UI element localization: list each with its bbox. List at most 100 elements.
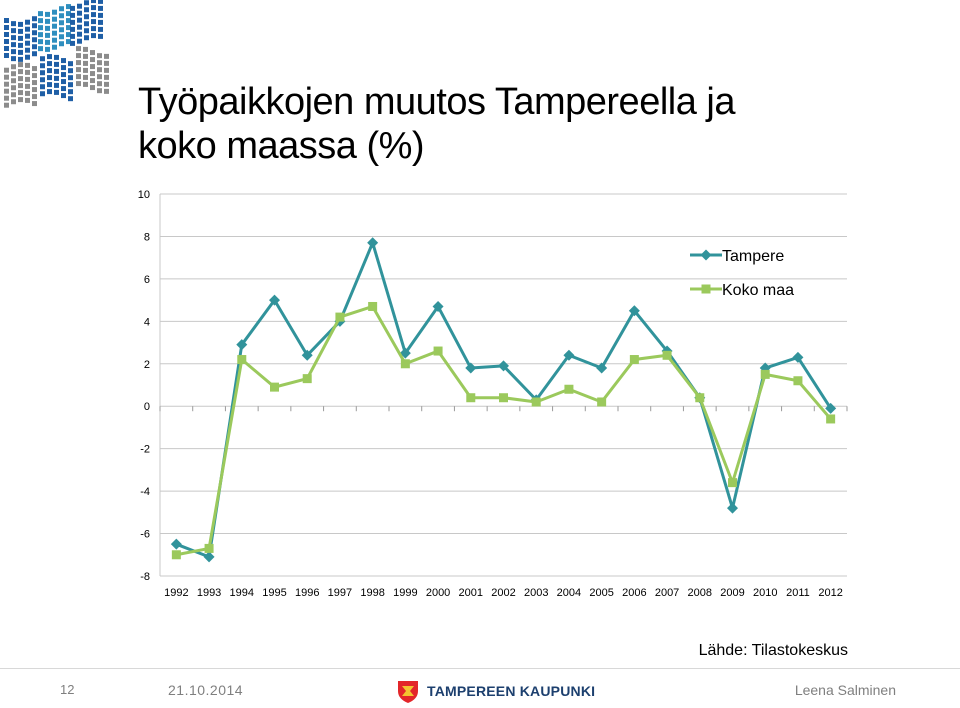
logo-tile [25,90,30,96]
logo-tile [40,70,45,76]
data-point-koko-maa [826,414,836,424]
logo-tile [68,68,73,74]
logo-tile [32,101,37,107]
logo-tile [32,94,37,100]
logo-tile [104,60,109,66]
logo-tile [66,39,71,45]
logo-tile [77,17,82,23]
logo-tile [32,23,37,29]
logo-tile [70,33,75,39]
x-tick-label: 1992 [164,587,188,599]
logo-tile [84,21,89,27]
chart-series [170,237,837,563]
x-tick-label: 2007 [655,587,679,599]
logo-tile [59,41,64,47]
logo-tile [25,26,30,32]
logo-tile [77,3,82,9]
y-tick-label: 0 [144,401,150,413]
logo-tile [54,68,59,74]
data-point-tampere [792,351,804,363]
logo-tile [11,92,16,98]
data-point-tampere [727,502,738,514]
logo-tile [18,35,23,41]
data-point-koko-maa [302,374,312,384]
logo-tile [11,21,16,27]
logo-tile [52,44,57,50]
logo-tile [11,99,16,105]
logo-tile [98,5,103,11]
logo-tile [25,76,30,82]
logo-tile [68,75,73,81]
data-point-koko-maa [662,350,672,360]
data-point-koko-maa [270,382,279,392]
logo-tile [25,83,30,89]
logo-tile [25,54,30,60]
logo-tile [90,85,95,91]
logo-tile [18,83,23,89]
logo-tile [61,93,66,99]
chart-grid [159,193,848,577]
logo-tile [32,87,37,93]
logo-tile [25,62,30,68]
logo-tile [45,25,50,31]
data-point-koko-maa [335,312,345,322]
data-point-koko-maa [368,301,378,311]
logo-tile [91,0,96,4]
logo-tile [54,89,59,95]
logo-tile [68,61,73,67]
x-tick-label: 2003 [524,587,548,599]
data-point-koko-maa [433,346,443,356]
logo-tile [45,39,50,45]
logo-tile [45,18,50,24]
data-point-koko-maa [728,478,737,488]
logo-tile [25,97,30,103]
logo-tile [11,28,16,34]
logo-tile [18,42,23,48]
logo-tile [98,0,103,4]
logo-tile [47,68,52,74]
logo-tile [61,72,66,78]
logo-tile [25,69,30,75]
logo-tile [59,13,64,19]
logo-tile [25,33,30,39]
y-tick-label: 8 [144,231,150,243]
page-title: Työpaikkojen muutos Tampereella ja koko … [138,80,858,168]
logo-tile [77,38,82,44]
logo-tile [68,82,73,88]
x-tick-label: 2008 [688,587,712,599]
logo-tile [66,18,71,24]
logo-tile [32,16,37,22]
title-line-2: koko maassa (%) [138,125,425,167]
logo-tile [90,57,95,63]
data-point-tampere [596,362,608,374]
logo-tile [4,25,9,30]
logo-tile [52,16,57,22]
logo-tile [4,74,9,80]
x-tick-label: 2002 [491,587,515,599]
logo-tile [18,56,23,62]
logo-tile [47,61,52,67]
logo-tile [68,96,73,102]
logo-tile [18,49,23,55]
logo-tile [54,61,59,67]
logo-tile [4,32,9,37]
logo-tile [104,53,109,59]
logo-tile [61,86,66,92]
logo-tile [4,46,9,51]
x-tick-label: 1994 [230,587,254,599]
data-point-tampere [498,360,509,372]
data-point-tampere [301,349,313,361]
logo-tile [90,50,95,56]
legend-label: Tampere [722,248,784,265]
legend-marker [701,284,711,294]
logo-tile [54,82,59,88]
x-tick-label: 1995 [262,587,286,599]
logo-tile [83,67,88,73]
logo-tile [61,58,66,64]
logo-tile [18,21,23,27]
data-point-koko-maa [629,355,639,365]
logo-tile [25,47,30,53]
logo-tile [97,88,102,94]
logo-tile [76,60,81,66]
logo-tile [11,56,16,62]
